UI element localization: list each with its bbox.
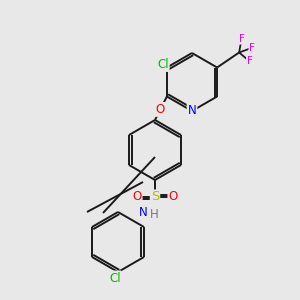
Text: N: N <box>188 104 196 118</box>
Text: F: F <box>238 34 244 44</box>
Text: Cl: Cl <box>109 272 121 284</box>
Text: F: F <box>249 43 255 53</box>
Text: N: N <box>139 206 147 220</box>
Text: O: O <box>156 103 165 116</box>
Text: H: H <box>150 208 158 220</box>
Text: O: O <box>132 190 142 203</box>
Text: F: F <box>247 56 253 67</box>
Text: O: O <box>168 190 178 203</box>
Text: Cl: Cl <box>157 58 169 71</box>
Text: S: S <box>151 190 159 203</box>
